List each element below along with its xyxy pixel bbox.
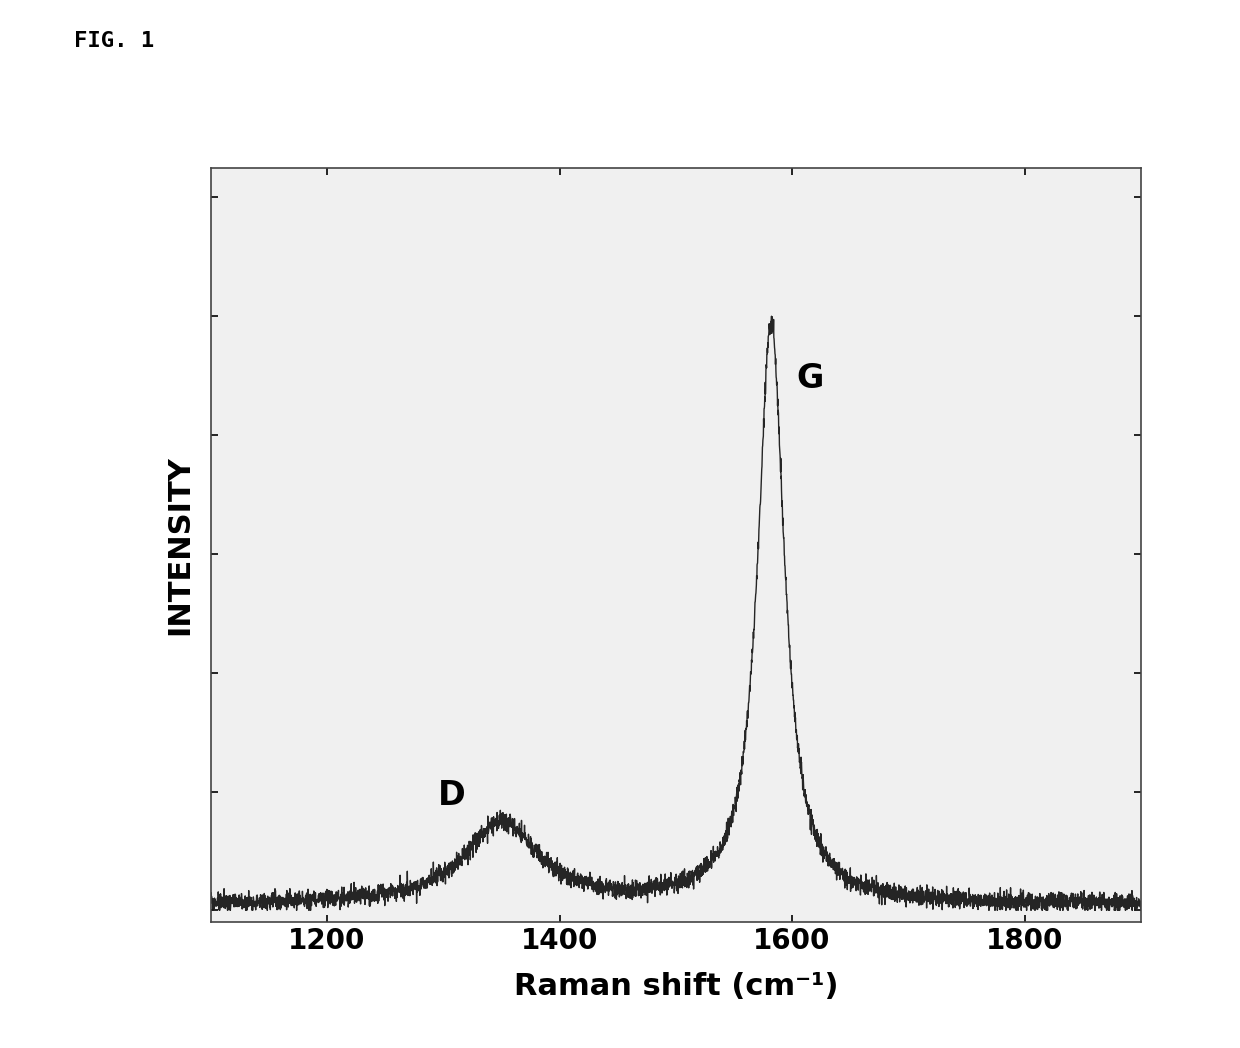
Y-axis label: INTENSITY: INTENSITY	[165, 455, 195, 635]
X-axis label: Raman shift (cm⁻¹): Raman shift (cm⁻¹)	[513, 971, 838, 1001]
Text: G: G	[797, 362, 825, 394]
Text: D: D	[438, 780, 465, 812]
Text: FIG. 1: FIG. 1	[74, 31, 155, 51]
